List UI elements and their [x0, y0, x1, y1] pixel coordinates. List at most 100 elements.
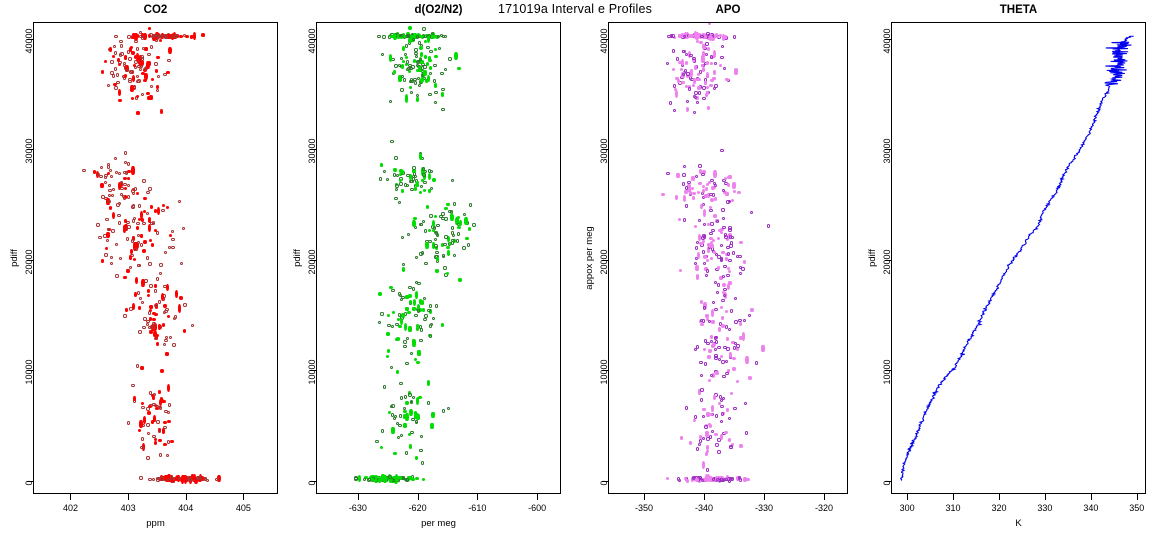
- data-point: [131, 383, 135, 387]
- data-point: [396, 337, 400, 341]
- data-point: [691, 196, 695, 200]
- data-point: [380, 429, 385, 433]
- data-point: [146, 319, 150, 323]
- data-point: [722, 397, 726, 401]
- data-point: [166, 70, 170, 75]
- data-point: [134, 40, 138, 44]
- data-point: [714, 336, 718, 340]
- data-point: [721, 208, 725, 212]
- data-point: [420, 461, 425, 465]
- data-point: [735, 346, 740, 352]
- data-point: [709, 205, 713, 210]
- data-point: [724, 430, 728, 435]
- data-point: [157, 430, 161, 434]
- data-point: [714, 84, 718, 88]
- data-point: [710, 334, 714, 339]
- data-point: [100, 70, 105, 74]
- data-point: [165, 205, 170, 209]
- data-point: [385, 177, 390, 182]
- data-point: [375, 476, 379, 480]
- data-point: [137, 217, 141, 222]
- data-point: [141, 36, 145, 40]
- data-point: [700, 203, 704, 210]
- data-point: [148, 187, 152, 191]
- data-point: [688, 191, 693, 195]
- data-point: [165, 352, 169, 357]
- data-point: [412, 338, 416, 347]
- data-point: [170, 229, 174, 233]
- data-point: [182, 34, 187, 38]
- plot-area-theta[interactable]: [891, 22, 1146, 494]
- data-point: [108, 188, 112, 192]
- data-point: [415, 412, 420, 420]
- plot-area-apo[interactable]: [608, 22, 848, 494]
- data-point: [387, 323, 391, 328]
- data-point: [146, 289, 151, 294]
- data-point: [419, 78, 424, 83]
- data-point: [106, 227, 111, 232]
- data-point: [403, 414, 407, 420]
- data-point: [415, 180, 420, 184]
- x-tick-apo-1: [704, 494, 705, 500]
- data-point: [700, 398, 704, 402]
- data-point: [397, 200, 402, 204]
- data-point: [719, 398, 724, 403]
- data-point: [711, 228, 715, 233]
- data-point: [164, 35, 168, 39]
- data-point: [699, 241, 703, 245]
- data-point: [415, 324, 420, 328]
- data-point: [712, 86, 716, 90]
- data-point: [684, 190, 688, 194]
- plot-area-do2n2[interactable]: [316, 22, 561, 494]
- data-point: [379, 163, 384, 167]
- data-point: [693, 347, 698, 351]
- data-point: [722, 294, 726, 298]
- data-point: [729, 309, 734, 313]
- data-point: [704, 425, 708, 429]
- x-tick-do2n2-0: [357, 494, 359, 500]
- data-point: [141, 71, 145, 76]
- data-point: [716, 283, 721, 287]
- data-point: [125, 68, 129, 72]
- data-point: [710, 178, 714, 183]
- data-point: [426, 75, 430, 82]
- data-point: [427, 380, 431, 387]
- data-point: [408, 85, 413, 90]
- data-point: [132, 64, 136, 68]
- data-point: [128, 57, 132, 61]
- data-point: [705, 91, 710, 96]
- data-point: [704, 477, 708, 481]
- data-point: [419, 448, 423, 453]
- data-point: [713, 169, 717, 178]
- data-point: [766, 224, 771, 228]
- data-point: [436, 34, 441, 39]
- data-point: [720, 404, 724, 409]
- data-point: [472, 223, 476, 227]
- data-point: [153, 209, 158, 213]
- data-point: [146, 60, 150, 69]
- data-point: [395, 421, 400, 425]
- data-point: [672, 108, 677, 113]
- data-point: [135, 53, 140, 62]
- data-point: [419, 46, 423, 50]
- data-point: [175, 477, 179, 482]
- data-point: [701, 239, 706, 243]
- theta-profile-line: [900, 35, 1134, 481]
- data-point: [115, 274, 119, 278]
- data-point: [158, 38, 163, 43]
- data-point: [721, 360, 725, 364]
- data-point: [390, 413, 395, 417]
- plot-area-co2[interactable]: [33, 22, 278, 494]
- data-point: [727, 479, 732, 483]
- data-point: [697, 442, 702, 447]
- x-tick-label-apo-1: -340: [694, 503, 713, 513]
- data-point: [440, 243, 445, 247]
- data-point: [743, 401, 747, 406]
- data-point: [712, 250, 717, 255]
- data-point: [147, 311, 152, 315]
- data-point: [405, 34, 410, 39]
- y-tick-label-apo-2: 20000: [599, 249, 609, 275]
- data-point: [701, 67, 705, 73]
- data-point: [405, 60, 410, 64]
- data-point: [136, 226, 140, 230]
